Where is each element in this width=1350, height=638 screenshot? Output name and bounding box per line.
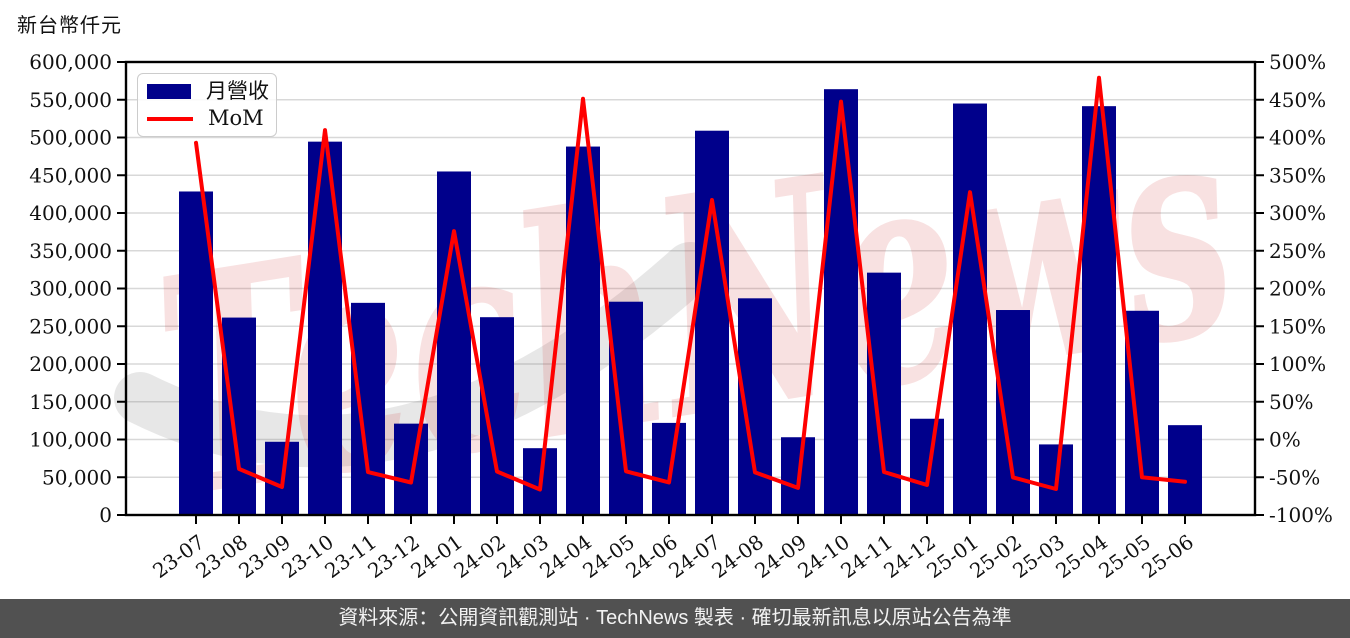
left-tick-label: 250,000 [29,314,112,338]
right-tick-label: 300% [1269,201,1326,225]
left-tick-label: 400,000 [29,201,112,225]
right-tick-label: -100% [1269,503,1333,527]
legend: 月營收 MoM [137,73,277,137]
revenue-bars [179,89,1202,516]
revenue-bar [222,317,256,515]
legend-line-swatch [147,116,193,121]
revenue-bar [996,310,1030,515]
revenue-bar [652,422,686,515]
right-tick-label: 250% [1269,239,1326,263]
left-tick-label: 150,000 [29,390,112,414]
axes: 0 50,000 100,000 150,000 200,000 250,000 300,0… [29,50,1333,527]
left-tick-label: 50,000 [42,465,112,489]
right-tick-label: 200% [1269,277,1326,301]
revenue-bar [308,141,342,515]
legend-bar-swatch [147,83,191,99]
left-tick-label: 200,000 [29,352,112,376]
right-tick-label: 350% [1269,163,1326,187]
legend-item-revenue: 月營收 [147,78,276,103]
left-tick-label: 300,000 [29,277,112,301]
legend-mom-label: MoM [208,106,264,131]
revenue-bar [394,423,428,515]
right-tick-label: 100% [1269,352,1326,376]
left-tick-label: 600,000 [29,50,112,74]
revenue-bar [1125,310,1159,515]
revenue-bar [953,103,987,516]
right-tick-label: -50% [1269,465,1320,489]
revenue-bar [1168,425,1202,515]
revenue-bar [609,301,643,515]
left-tick-label: 500,000 [29,126,112,150]
revenue-bar [695,130,729,515]
left-axis-unit-label: 新台幣仟元 [17,13,122,37]
right-tick-label: 450% [1269,88,1326,112]
right-tick-label: 50% [1269,390,1313,414]
left-tick-label: 450,000 [29,163,112,187]
footer: 資料來源：公開資訊觀測站 · TechNews 製表 · 確切最新訊息以原站公告… [0,599,1350,638]
legend-revenue-label: 月營收 [206,78,269,103]
right-tick-label: 150% [1269,314,1326,338]
revenue-bar [824,89,858,516]
left-tick-label: 350,000 [29,239,112,263]
right-tick-label: 400% [1269,126,1326,150]
mom-line [194,75,1187,492]
right-tick-label: 0% [1269,428,1301,452]
mom-polyline [194,75,1187,492]
revenue-bar [437,171,471,515]
revenue-bar [1082,106,1116,515]
left-tick-label: 0 [99,503,112,527]
legend-item-mom: MoM [147,108,276,129]
revenue-bar [351,302,385,515]
footer-source-text: 資料來源：公開資訊觀測站 · TechNews 製表 · 確切最新訊息以原站公告… [338,607,1012,629]
revenue-bar [910,418,944,515]
revenue-bar [179,191,213,516]
left-tick-label: 550,000 [29,88,112,112]
right-tick-label: 500% [1269,50,1326,74]
left-tick-label: 100,000 [29,428,112,452]
revenue-bar [867,272,901,515]
